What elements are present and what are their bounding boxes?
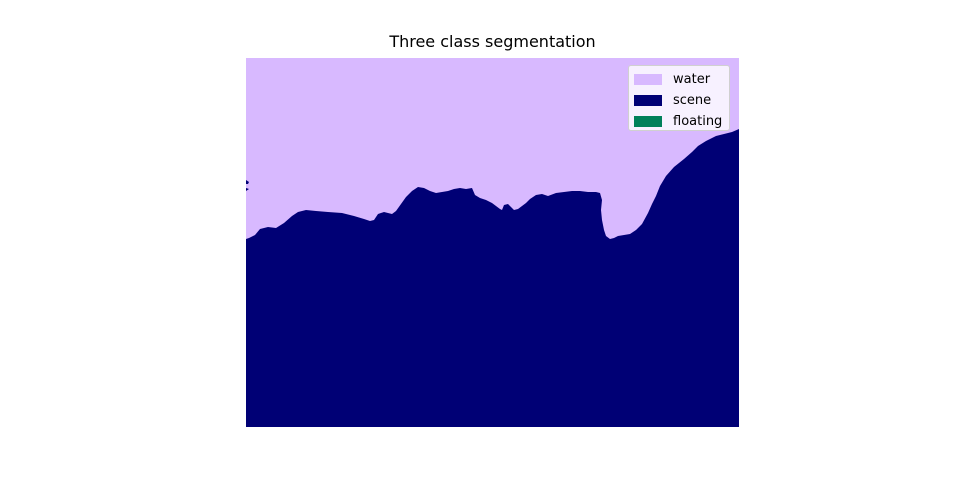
legend: water scene floating [628, 65, 730, 131]
legend-item-scene: scene [634, 90, 729, 111]
legend-label-water: water [673, 71, 711, 87]
legend-item-water: water [634, 69, 729, 90]
legend-item-floating: floating [634, 111, 729, 132]
legend-swatch-scene [634, 95, 662, 106]
chart-title: Three class segmentation [389, 32, 596, 51]
left-edge-speck [246, 180, 249, 191]
legend-swatch-floating [634, 116, 662, 127]
legend-label-scene: scene [673, 92, 712, 108]
legend-swatch-water [634, 74, 662, 85]
scene-region [246, 129, 739, 427]
legend-label-floating: floating [673, 113, 723, 129]
